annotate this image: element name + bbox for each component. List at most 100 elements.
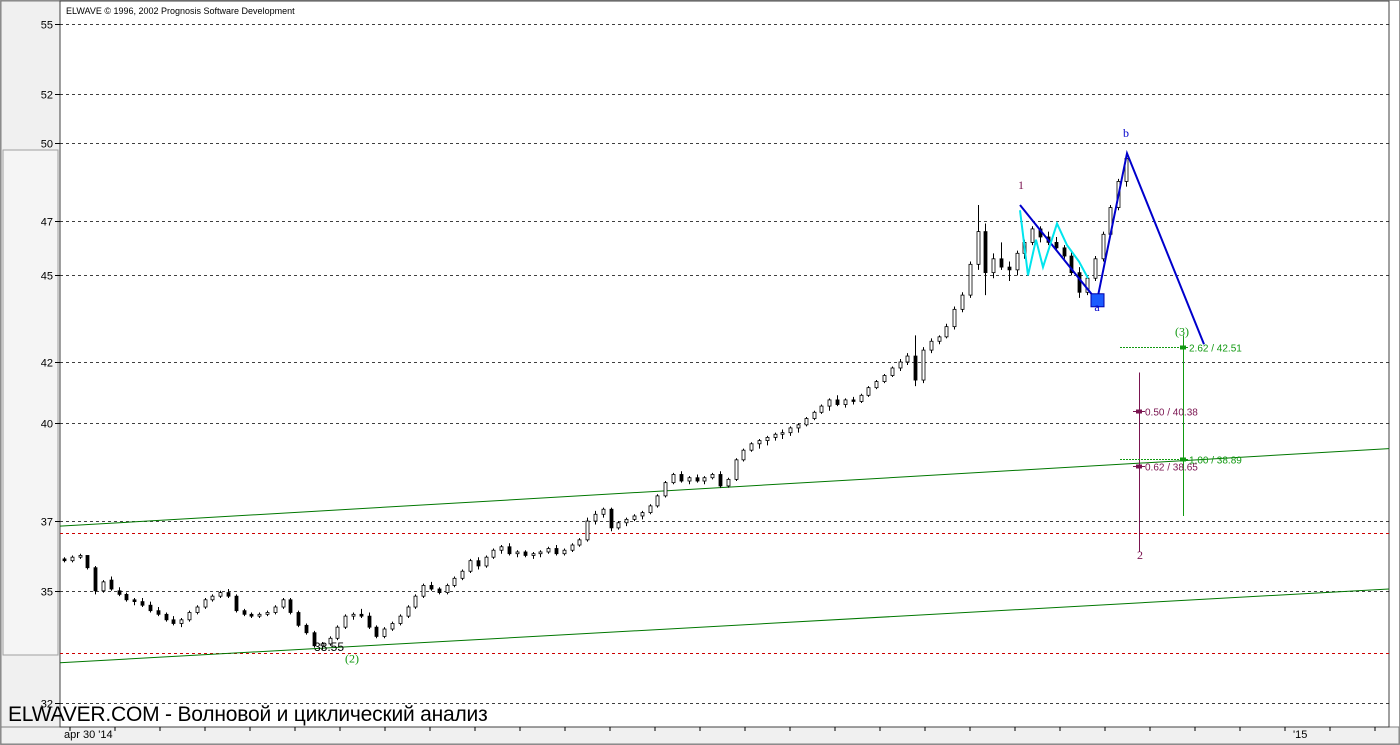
y-tick-label: 47 xyxy=(41,217,53,229)
y-tick-label: 50 xyxy=(41,139,53,151)
candle-body-up xyxy=(624,518,629,524)
candle-body-up xyxy=(702,477,707,482)
candle xyxy=(179,617,184,628)
candle-body-down xyxy=(226,592,231,597)
candle-body-up xyxy=(882,375,887,382)
candle xyxy=(913,335,918,387)
y-tick-label: 35 xyxy=(41,587,53,599)
candle-body-up xyxy=(773,433,778,438)
candle xyxy=(570,543,575,552)
candle xyxy=(85,555,90,570)
candle xyxy=(70,555,75,563)
candle xyxy=(468,558,473,573)
candle xyxy=(1101,231,1106,262)
candle-body-up xyxy=(976,231,981,265)
candle xyxy=(890,366,895,378)
candle xyxy=(1062,245,1067,259)
target-label: 1.00 / 38.89 xyxy=(1189,456,1242,467)
candle xyxy=(593,510,598,525)
candle-body-up xyxy=(257,613,262,617)
candle-body-up xyxy=(577,539,582,546)
candle xyxy=(601,507,606,518)
low-price-label: 33.55 xyxy=(314,640,344,654)
candle xyxy=(437,587,442,595)
candle xyxy=(905,353,910,365)
candle-body-up xyxy=(187,612,192,621)
candle-body-down xyxy=(679,474,684,482)
y-tick-label: 42 xyxy=(41,358,53,370)
candle xyxy=(491,548,496,559)
candle xyxy=(367,612,372,630)
candle xyxy=(117,587,122,597)
candle xyxy=(507,543,512,556)
candle-body-down xyxy=(1069,255,1074,274)
candle xyxy=(351,612,356,620)
candle xyxy=(296,610,301,628)
candle xyxy=(406,605,411,618)
candle-body-up xyxy=(265,612,270,615)
candle-body-up xyxy=(710,474,715,479)
candle-body-up xyxy=(601,508,606,515)
wave-label: 2 xyxy=(1137,548,1143,562)
candle-body-up xyxy=(788,427,793,434)
candle-body-up xyxy=(1030,228,1035,243)
label-layer: 2.62 / 42.51 0.50 / 40.38 1.00 / 38.890.62… xyxy=(314,126,1242,666)
candle-body-down xyxy=(156,610,161,615)
candle xyxy=(382,627,387,639)
candle-body-down xyxy=(304,624,309,634)
candle-body-up xyxy=(937,336,942,342)
candle xyxy=(538,550,543,558)
channel-lower-line xyxy=(59,588,1390,664)
candle-body-up xyxy=(1093,258,1098,279)
candle-body-up xyxy=(468,560,473,572)
candle xyxy=(921,347,926,384)
candle-body-up xyxy=(780,432,785,435)
y-tick-label: 45 xyxy=(41,271,53,283)
candle xyxy=(312,630,317,648)
candle-body-up xyxy=(1015,252,1020,271)
candle-body-down xyxy=(437,588,442,593)
candle xyxy=(983,223,988,296)
wave-layer xyxy=(1019,149,1205,345)
candle-body-down xyxy=(507,546,512,555)
candle xyxy=(773,432,778,441)
candle xyxy=(1069,250,1074,276)
candle xyxy=(124,592,129,602)
copyright-label: ELWAVE © 1996, 2002 Prognosis Software D… xyxy=(66,6,295,16)
candle xyxy=(898,359,903,372)
candle-body-up xyxy=(640,512,645,517)
candle xyxy=(741,448,746,462)
wave-label: 1 xyxy=(1018,178,1024,192)
candle-body-down xyxy=(835,399,840,405)
candle xyxy=(281,597,286,609)
candle-body-up xyxy=(593,513,598,522)
candle-body-down xyxy=(554,548,559,555)
candle-body-down xyxy=(85,555,90,569)
candle-body-up xyxy=(570,544,575,551)
candle xyxy=(851,396,856,405)
candle xyxy=(609,507,614,532)
candle xyxy=(874,380,879,390)
candle-body-down xyxy=(93,567,98,592)
candle-body-down xyxy=(117,590,122,595)
candle-body-up xyxy=(757,440,762,445)
candle-body-up xyxy=(406,606,411,617)
candle-body-down xyxy=(374,626,379,637)
candle-body-down xyxy=(234,595,239,612)
candle-body-down xyxy=(359,613,364,617)
candle xyxy=(663,481,668,498)
candle-body-up xyxy=(218,592,223,597)
y-axis-scroll-thumb[interactable] xyxy=(2,149,59,656)
candle-body-down xyxy=(1077,272,1082,293)
candle xyxy=(648,504,653,515)
candle xyxy=(999,242,1004,270)
target-marker xyxy=(1136,409,1142,414)
candle xyxy=(804,416,809,427)
wave-subwave-line xyxy=(1019,210,1089,279)
target-marker xyxy=(1180,345,1186,350)
candle xyxy=(734,458,739,482)
candle xyxy=(765,435,770,446)
candle xyxy=(960,292,965,313)
candle xyxy=(140,597,145,608)
